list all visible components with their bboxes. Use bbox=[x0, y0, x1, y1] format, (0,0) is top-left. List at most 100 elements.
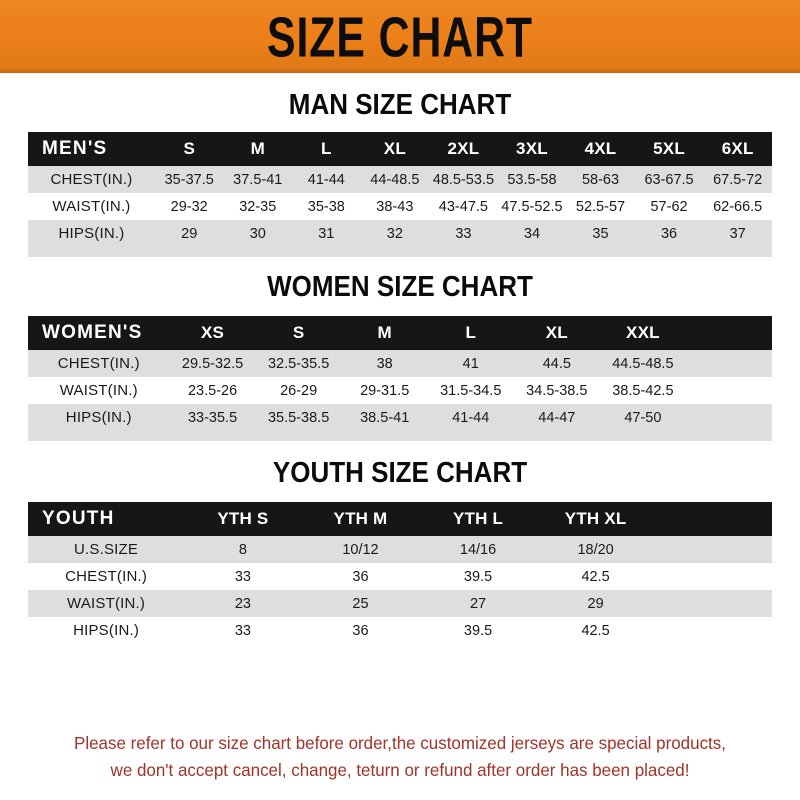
youth-size-table: YOUTH YTH S YTH M YTH L YTH XL U.S.SIZE 8 10/1… bbox=[28, 502, 772, 644]
man-cell-value: 35-38 bbox=[307, 198, 345, 215]
man-column-header: XL bbox=[383, 139, 406, 158]
youth-cell-value: 33 bbox=[234, 568, 251, 585]
youth-cell-value: 39.5 bbox=[463, 622, 493, 639]
man-cell-value: 52.5-57 bbox=[575, 198, 626, 215]
women-cell-value: 26-29 bbox=[280, 382, 318, 399]
man-section-title: MAN SIZE CHART bbox=[288, 87, 512, 121]
youth-cell-value: 36 bbox=[352, 568, 369, 585]
youth-cell-value bbox=[654, 590, 772, 617]
man-row-label: CHEST(IN.) bbox=[50, 171, 133, 188]
women-section-title: WOMEN SIZE CHART bbox=[267, 269, 533, 303]
women-cell-value bbox=[686, 377, 772, 404]
youth-cell-value: 36 bbox=[352, 622, 369, 639]
footer-disclaimer: Please refer to our size chart before or… bbox=[12, 730, 788, 784]
women-size-table: WOMEN'S XS S M L XL XXL CHEST(IN.) 29.5-32.5 32.… bbox=[28, 316, 772, 431]
women-cell-value: 38 bbox=[376, 355, 393, 372]
youth-cell-value: 23 bbox=[234, 595, 251, 612]
women-column-header bbox=[686, 316, 772, 350]
man-cell-value: 63-67.5 bbox=[644, 171, 694, 188]
youth-table-row: WAIST(IN.) 23 25 27 29 bbox=[28, 590, 772, 617]
women-table-row: CHEST(IN.) 29.5-32.5 32.5-35.5 38 41 44.5 44.5… bbox=[28, 350, 772, 377]
man-cell-value: 35-37.5 bbox=[164, 171, 214, 188]
women-cell-value: 23.5-26 bbox=[187, 382, 238, 399]
man-cell-value: 47.5-52.5 bbox=[501, 198, 563, 215]
youth-table-row: CHEST(IN.) 33 36 39.5 42.5 bbox=[28, 563, 772, 590]
youth-table-head: YOUTH YTH S YTH M YTH L YTH XL bbox=[28, 502, 772, 536]
youth-table-row: U.S.SIZE 8 10/12 14/16 18/20 bbox=[28, 536, 772, 563]
man-column-header: 5XL bbox=[653, 139, 685, 158]
women-column-header: XXL bbox=[626, 323, 660, 342]
man-cell-value: 67.5-72 bbox=[713, 171, 763, 188]
youth-cell-value: 29 bbox=[587, 595, 604, 612]
women-header-row: WOMEN'S XS S M L XL XXL bbox=[28, 316, 772, 350]
youth-row-label: HIPS(IN.) bbox=[73, 622, 140, 639]
youth-cell-value: 27 bbox=[469, 595, 487, 612]
man-table-row: CHEST(IN.) 35-37.5 37.5-41 41-44 44-48.5 48.5… bbox=[28, 166, 772, 193]
women-row-label: HIPS(IN.) bbox=[65, 409, 132, 426]
footer-line-2: we don't accept cancel, change, teturn o… bbox=[110, 759, 690, 780]
women-cell-value: 44.5 bbox=[542, 355, 571, 372]
man-cell-value: 29 bbox=[181, 225, 198, 242]
youth-cell-value bbox=[654, 536, 772, 563]
youth-cell-value bbox=[654, 617, 772, 644]
man-cell-value: 31 bbox=[318, 225, 335, 242]
man-column-header: L bbox=[321, 139, 332, 158]
man-cell-value: 41-44 bbox=[307, 171, 345, 188]
man-cell-value: 58-63 bbox=[581, 171, 620, 188]
man-cell-value: 48.5-53.5 bbox=[432, 171, 495, 188]
man-header-row: MEN'S S M L XL 2XL 3XL 4XL 5XL 6XL bbox=[28, 132, 772, 166]
man-cell-value: 62-66.5 bbox=[713, 198, 763, 215]
man-column-header: 2XL bbox=[447, 139, 480, 158]
youth-size-table-wrapper: YOUTH YTH S YTH M YTH L YTH XL U.S.SIZE 8 10/1… bbox=[28, 502, 772, 644]
youth-cell-value: 14/16 bbox=[459, 541, 497, 558]
man-size-table: MEN'S S M L XL 2XL 3XL 4XL 5XL 6XL CHEST(IN.) 35-3… bbox=[28, 132, 772, 247]
women-table-head: WOMEN'S XS S M L XL XXL bbox=[28, 316, 772, 350]
youth-table-body: U.S.SIZE 8 10/12 14/16 18/20 CHEST(IN.) 33 36 39… bbox=[28, 536, 772, 644]
youth-row-label: WAIST(IN.) bbox=[67, 595, 146, 612]
youth-cell-value: 42.5 bbox=[581, 622, 610, 639]
women-column-header: S bbox=[292, 323, 305, 342]
man-cell-value: 36 bbox=[660, 225, 678, 242]
women-cell-value: 38.5-42.5 bbox=[612, 382, 674, 399]
size-chart-banner: SIZE CHART bbox=[0, 0, 800, 73]
women-cell-value: 29.5-32.5 bbox=[181, 355, 244, 372]
man-table-head: MEN'S S M L XL 2XL 3XL 4XL 5XL 6XL bbox=[28, 132, 772, 166]
women-column-header: M bbox=[377, 323, 392, 342]
women-cell-value: 32.5-35.5 bbox=[267, 355, 330, 372]
man-table-row: HIPS(IN.) 29 30 31 32 33 34 35 36 37 bbox=[28, 220, 772, 247]
women-size-table-wrapper: WOMEN'S XS S M L XL XXL CHEST(IN.) 29.5-32.5 32.… bbox=[28, 316, 772, 441]
women-cell-value: 41-44 bbox=[452, 409, 490, 426]
youth-corner-label: YOUTH bbox=[42, 508, 115, 529]
man-cell-value: 32 bbox=[386, 225, 403, 242]
youth-table-row: HIPS(IN.) 33 36 39.5 42.5 bbox=[28, 617, 772, 644]
man-column-header: 6XL bbox=[721, 139, 754, 158]
women-table-body: CHEST(IN.) 29.5-32.5 32.5-35.5 38 41 44.5 44.5… bbox=[28, 350, 772, 431]
man-table-row: WAIST(IN.) 29-32 32-35 35-38 38-43 43-47.5 47.… bbox=[28, 193, 772, 220]
women-cell-value: 44.5-48.5 bbox=[612, 355, 674, 372]
women-cell-value: 31.5-34.5 bbox=[440, 382, 502, 399]
youth-column-header: YTH M bbox=[333, 509, 388, 528]
man-cell-value: 37.5-41 bbox=[233, 171, 283, 188]
man-cell-value: 44-48.5 bbox=[370, 171, 420, 188]
women-corner-label: WOMEN'S bbox=[42, 322, 143, 343]
youth-cell-value: 8 bbox=[238, 541, 247, 558]
youth-column-header: YTH L bbox=[452, 509, 504, 528]
women-table-row: WAIST(IN.) 23.5-26 26-29 29-31.5 31.5-34.5 34… bbox=[28, 377, 772, 404]
youth-cell-value: 39.5 bbox=[463, 568, 493, 585]
youth-cell-value: 42.5 bbox=[581, 568, 610, 585]
page-title: SIZE CHART bbox=[267, 4, 533, 69]
women-column-header: XS bbox=[201, 323, 225, 342]
youth-section-title: YOUTH SIZE CHART bbox=[272, 455, 528, 489]
women-cell-value: 44-47 bbox=[538, 409, 576, 426]
youth-cell-value: 25 bbox=[352, 595, 369, 612]
women-column-header: XL bbox=[545, 323, 568, 342]
man-column-header: 4XL bbox=[584, 139, 617, 158]
women-cell-value: 38.5-41 bbox=[360, 409, 410, 426]
youth-column-header: YTH XL bbox=[564, 509, 627, 528]
man-table-tail-band bbox=[28, 247, 772, 257]
man-cell-value: 32-35 bbox=[239, 198, 277, 215]
man-cell-value: 38-43 bbox=[376, 198, 414, 215]
man-cell-value: 29-32 bbox=[170, 198, 208, 215]
youth-column-header: YTH S bbox=[217, 509, 269, 528]
women-cell-value: 35.5-38.5 bbox=[267, 409, 330, 426]
